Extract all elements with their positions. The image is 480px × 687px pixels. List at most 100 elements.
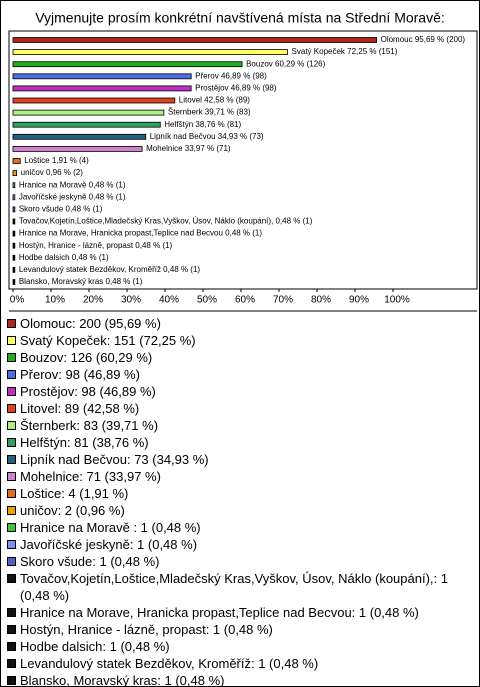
- legend-item: Svatý Kopeček: 151 (72,25 %): [7, 332, 471, 349]
- legend-label: Javoříčské jeskyně: 1 (0,48 %): [20, 537, 198, 552]
- legend-item: Olomouc: 200 (95,69 %): [7, 315, 471, 332]
- value-label: Hranice na Morave, Hranicka propast,Tepl…: [19, 229, 263, 238]
- legend-label: Hostýn, Hranice - lázně, propast: 1 (0,4…: [20, 622, 273, 637]
- bar: [12, 121, 161, 128]
- legend-label: Hranice na Morave, Hranicka propast,Tepl…: [20, 605, 419, 620]
- bar: [12, 230, 16, 237]
- legend-label: uničov: 2 (0,96 %): [20, 503, 125, 518]
- value-label: Přerov 46,89 % (98): [195, 71, 267, 80]
- x-tick-label: 90%: [349, 295, 369, 306]
- x-tick-label: 60%: [235, 295, 255, 306]
- bar: [12, 182, 16, 189]
- legend-swatch: [7, 438, 16, 447]
- legend-item: Hostýn, Hranice - lázně, propast: 1 (0,4…: [7, 621, 471, 638]
- bar: [12, 61, 243, 68]
- x-tick-label: 100%: [384, 295, 410, 306]
- legend-swatch: [7, 625, 16, 634]
- bar: [12, 49, 288, 55]
- legend-swatch: [7, 523, 16, 532]
- legend-label: Blansko, Moravský kras: 1 (0,48 %): [20, 673, 225, 687]
- value-label: Svatý Kopeček 72,25 % (151): [292, 47, 398, 56]
- value-label: Litovel 42,58 % (89): [179, 96, 250, 105]
- bar: [12, 37, 378, 43]
- bar: [12, 242, 16, 249]
- legend-swatch: [7, 421, 16, 430]
- chart: Vyjmenujte prosím konkrétní navštívená m…: [8, 10, 478, 312]
- legend-label: Litovel: 89 (42,58 %): [20, 401, 140, 416]
- legend-label: Šternberk: 83 (39,71 %): [20, 418, 159, 433]
- legend-item: Skoro všude: 1 (0,48 %): [7, 553, 471, 570]
- bar: [12, 97, 176, 104]
- x-tick-label: 10%: [45, 295, 65, 306]
- legend-item: Mohelnice: 71 (33,97 %): [7, 468, 471, 485]
- value-label: Helfštýn 38,76 % (81): [164, 120, 241, 129]
- legend-swatch: [7, 489, 16, 498]
- x-tick-label: 40%: [159, 295, 179, 306]
- legend-item: Blansko, Moravský kras: 1 (0,48 %): [7, 672, 471, 687]
- value-label: Javoříčské jeskyně 0,48 % (1): [19, 192, 126, 201]
- legend-label: Hodbe dalsich: 1 (0,48 %): [20, 639, 170, 654]
- legend-swatch: [7, 404, 16, 413]
- bar: [12, 218, 16, 225]
- value-label: Blansko, Moravský kras 0,48 % (1): [19, 277, 143, 286]
- bar: [12, 158, 21, 164]
- legend-swatch: [7, 642, 16, 651]
- bar: [12, 266, 16, 273]
- bar: [12, 145, 143, 152]
- legend-label: Mohelnice: 71 (33,97 %): [20, 469, 161, 484]
- legend-item: Helfštýn: 81 (38,76 %): [7, 434, 471, 451]
- value-label: Prostějov 46,89 % (98): [195, 84, 277, 93]
- legend-label: Olomouc: 200 (95,69 %): [20, 316, 161, 331]
- legend-item: Levandulový statek Bezděkov, Kroměříž: 1…: [7, 655, 471, 672]
- legend-label: Prostějov: 98 (46,89 %): [20, 384, 156, 399]
- legend-item: Lipník nad Bečvou: 73 (34,93 %): [7, 451, 471, 468]
- value-label: uničov 0,96 % (2): [21, 168, 84, 177]
- value-label: Hodbe dalsich 0,48 % (1): [19, 253, 109, 262]
- legend-swatch: [7, 574, 16, 583]
- value-label: Mohelnice 33,97 % (71): [146, 144, 231, 153]
- bar: [12, 133, 147, 140]
- legend-swatch: [7, 506, 16, 515]
- legend-swatch: [7, 540, 16, 549]
- legend-item: uničov: 2 (0,96 %): [7, 502, 471, 519]
- legend-swatch: [7, 472, 16, 481]
- x-tick-label: 80%: [311, 295, 331, 306]
- value-label: Hostýn, Hranice - lázně, propast 0,48 % …: [19, 241, 173, 250]
- legend-swatch: [7, 676, 16, 685]
- bar: [12, 279, 16, 285]
- plot-frame: [8, 30, 478, 290]
- legend: Olomouc: 200 (95,69 %) Svatý Kopeček: 151…: [7, 315, 471, 687]
- legend-label: Helfštýn: 81 (38,76 %): [20, 435, 149, 450]
- legend-item: Litovel: 89 (42,58 %): [7, 400, 471, 417]
- legend-swatch: [7, 557, 16, 566]
- legend-item: Hranice na Moravě : 1 (0,48 %): [7, 519, 471, 536]
- value-label: Skoro všude 0,48 % (1): [19, 205, 103, 214]
- legend-item: Javoříčské jeskyně: 1 (0,48 %): [7, 536, 471, 553]
- legend-label: Levandulový statek Bezděkov, Kroměříž: 1…: [20, 656, 319, 671]
- legend-label: Přerov: 98 (46,89 %): [20, 367, 140, 382]
- legend-item: Tovačov,Kojetín,Loštice,Mladečský Kras,V…: [7, 570, 471, 604]
- legend-label: Bouzov: 126 (60,29 %): [20, 350, 153, 365]
- value-label: Bouzov 60,29 % (126): [246, 59, 325, 68]
- bar: [12, 206, 16, 213]
- legend-label: Lipník nad Bečvou: 73 (34,93 %): [20, 452, 209, 467]
- value-label: Lipník nad Bečvou 34,93 % (73): [150, 132, 264, 141]
- legend-label: Tovačov,Kojetín,Loštice,Mladečský Kras,V…: [20, 571, 448, 603]
- bar: [12, 85, 192, 92]
- legend-label: Skoro všude: 1 (0,48 %): [20, 554, 160, 569]
- legend-swatch: [7, 319, 16, 328]
- legend-label: Svatý Kopeček: 151 (72,25 %): [20, 333, 196, 348]
- x-tick-label: 50%: [197, 295, 217, 306]
- bar: [12, 109, 165, 116]
- value-label: Šternberk 39,71 % (83): [168, 108, 251, 117]
- legend-swatch: [7, 608, 16, 617]
- bar: [12, 194, 16, 201]
- x-tick-label: 70%: [273, 295, 293, 306]
- x-tick-label: 0%: [10, 295, 25, 306]
- legend-item: Hranice na Morave, Hranicka propast,Tepl…: [7, 604, 471, 621]
- legend-swatch: [7, 370, 16, 379]
- bar: [12, 170, 18, 177]
- bar: [12, 73, 192, 80]
- x-tick-label: 20%: [83, 295, 103, 306]
